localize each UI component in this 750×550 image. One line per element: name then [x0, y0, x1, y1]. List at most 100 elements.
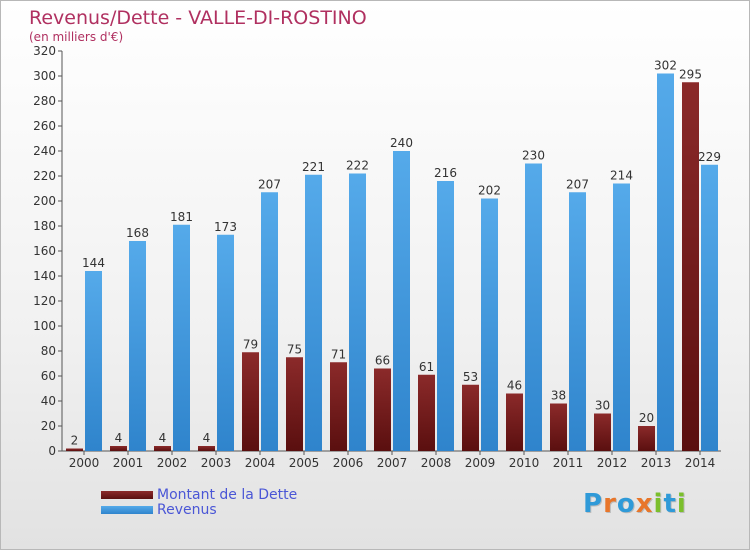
- x-tick-label: 2002: [157, 456, 188, 470]
- logo-letter: P: [583, 489, 604, 519]
- bars: [66, 73, 718, 451]
- x-tick-label: 2013: [641, 456, 672, 470]
- data-label-revenus-2009: 202: [478, 184, 501, 198]
- x-tick-label: 2006: [333, 456, 364, 470]
- y-tick-label: 0: [48, 444, 56, 458]
- bar-dette-2013: [638, 426, 655, 451]
- x-tick-label: 2004: [245, 456, 276, 470]
- data-label-dette-2006: 71: [331, 347, 346, 361]
- y-tick-label: 100: [33, 319, 56, 333]
- bar-dette-2003: [198, 446, 215, 451]
- x-tick-label: 2000: [69, 456, 100, 470]
- axes: 0204060801001201401601802002202402602803…: [33, 44, 721, 470]
- data-label-revenus-2007: 240: [390, 136, 413, 150]
- data-label-dette-2004: 79: [243, 337, 258, 351]
- bar-revenus-2007: [393, 151, 410, 451]
- logo-letter: i: [653, 489, 664, 519]
- y-tick-label: 320: [33, 44, 56, 58]
- y-tick-label: 220: [33, 169, 56, 183]
- bar-revenus-2005: [305, 174, 322, 451]
- x-tick-label: 2001: [113, 456, 144, 470]
- legend-label-debt: Montant de la Dette: [157, 486, 298, 503]
- data-label-revenus-2000: 144: [82, 256, 105, 270]
- data-label-dette-2001: 4: [115, 431, 123, 445]
- y-tick-label: 120: [33, 294, 56, 308]
- data-label-revenus-2012: 214: [610, 169, 633, 183]
- y-tick-label: 240: [33, 144, 56, 158]
- x-tick-label: 2011: [553, 456, 584, 470]
- logo-letter: i: [676, 489, 687, 519]
- proxiti-logo: Proxiti: [583, 489, 687, 519]
- bar-dette-2009: [462, 384, 479, 451]
- bar-revenus-2003: [217, 234, 234, 451]
- bar-revenus-2008: [437, 181, 454, 451]
- data-label-revenus-2002: 181: [170, 210, 193, 224]
- bar-dette-2008: [418, 374, 435, 451]
- bar-dette-2001: [110, 446, 127, 451]
- x-tick-label: 2003: [201, 456, 232, 470]
- bar-dette-2000: [66, 448, 83, 451]
- bar-revenus-2001: [129, 241, 146, 451]
- chart-subtitle: (en milliers d'€): [29, 30, 124, 44]
- bar-dette-2007: [374, 368, 391, 451]
- y-tick-label: 140: [33, 269, 56, 283]
- bar-dette-2004: [242, 352, 259, 451]
- bar-revenus-2014: [701, 164, 718, 451]
- data-label-revenus-2003: 173: [214, 220, 237, 234]
- x-tick-label: 2009: [465, 456, 496, 470]
- bar-revenus-2000: [85, 271, 102, 451]
- x-tick-label: 2014: [685, 456, 716, 470]
- y-tick-label: 80: [41, 344, 56, 358]
- legend-item-revenue: Revenus: [101, 501, 297, 518]
- bar-revenus-2010: [525, 163, 542, 451]
- bar-revenus-2013: [657, 73, 674, 451]
- y-tick-label: 300: [33, 69, 56, 83]
- x-tick-label: 2008: [421, 456, 452, 470]
- data-label-revenus-2005: 221: [302, 160, 325, 174]
- logo-letter: x: [635, 489, 654, 519]
- y-tick-label: 60: [41, 369, 56, 383]
- data-label-revenus-2010: 230: [522, 149, 545, 163]
- data-label-dette-2003: 4: [203, 431, 211, 445]
- data-label-dette-2007: 66: [375, 354, 390, 368]
- data-label-revenus-2014: 229: [698, 150, 721, 164]
- data-label-dette-2011: 38: [551, 389, 566, 403]
- bar-revenus-2009: [481, 198, 498, 451]
- legend-item-debt: Montant de la Dette: [101, 486, 298, 503]
- x-tick-label: 2007: [377, 456, 408, 470]
- data-label-dette-2000: 2: [71, 434, 79, 448]
- y-tick-label: 200: [33, 194, 56, 208]
- chart-title: Revenus/Dette - VALLE-DI-ROSTINO: [29, 7, 367, 29]
- bar-dette-2006: [330, 362, 347, 451]
- logo-letter: t: [663, 489, 677, 519]
- bar-revenus-2011: [569, 192, 586, 451]
- bar-dette-2012: [594, 413, 611, 451]
- data-label-revenus-2006: 222: [346, 159, 369, 173]
- data-label-dette-2012: 30: [595, 399, 610, 413]
- data-labels: 2 144 4 168 4 181 4 173 79 207 75 221 71 222 66 240 61 21…: [71, 59, 721, 448]
- data-label-dette-2013: 20: [639, 411, 654, 425]
- logo-letter: r: [603, 489, 617, 519]
- bar-dette-2010: [506, 393, 523, 451]
- bar-revenus-2006: [349, 173, 366, 451]
- legend: Montant de la Dette Revenus: [101, 486, 298, 518]
- logo-letter: o: [616, 489, 636, 519]
- legend-label-revenue: Revenus: [157, 501, 217, 518]
- legend-swatch-revenue: [101, 505, 153, 514]
- data-label-revenus-2011: 207: [566, 177, 589, 191]
- y-tick-label: 260: [33, 119, 56, 133]
- y-tick-label: 40: [41, 394, 56, 408]
- bar-dette-2014: [682, 82, 699, 451]
- data-label-revenus-2013: 302: [654, 59, 677, 73]
- bar-dette-2011: [550, 403, 567, 451]
- bar-revenus-2002: [173, 224, 190, 451]
- data-label-dette-2010: 46: [507, 379, 522, 393]
- x-tick-label: 2005: [289, 456, 320, 470]
- data-label-dette-2009: 53: [463, 370, 478, 384]
- x-tick-label: 2010: [509, 456, 540, 470]
- bar-dette-2005: [286, 357, 303, 451]
- data-label-dette-2008: 61: [419, 360, 434, 374]
- data-label-dette-2014: 295: [679, 67, 702, 81]
